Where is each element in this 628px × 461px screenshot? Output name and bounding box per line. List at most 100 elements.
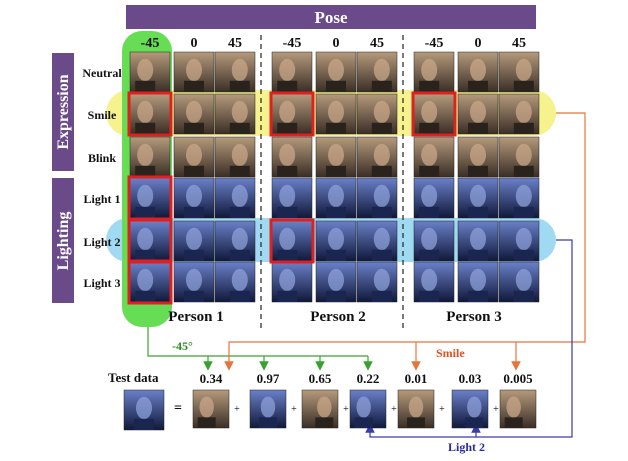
person-labels: Person 1 Person 2 Person 3 — [168, 309, 501, 325]
face-thumb — [271, 261, 313, 303]
pose-label: 0 — [475, 36, 482, 51]
plus-sign: + — [291, 404, 297, 415]
face-thumb — [271, 177, 313, 219]
pose-label: 0 — [333, 36, 340, 51]
face-thumb — [356, 136, 398, 178]
coefficient-label: 0.01 — [405, 371, 428, 386]
selected-box — [269, 218, 315, 264]
smile-annotation: Smile — [436, 346, 465, 360]
test-data-label: Test data — [108, 370, 159, 385]
basis-face — [301, 389, 339, 429]
coefficient-label: 0.005 — [503, 371, 533, 386]
face-thumb — [271, 51, 313, 93]
face-thumb — [457, 220, 499, 262]
expression-sidebar — [52, 53, 74, 171]
face-thumb — [315, 136, 357, 178]
face-thumb — [129, 177, 171, 219]
pose-connector — [147, 327, 368, 357]
face-thumb — [457, 177, 499, 219]
face-thumb — [173, 136, 215, 178]
face-thumb — [129, 93, 171, 135]
row-labels: Neutral Smile Blink Light 1 Light 2 Light 3 — [82, 66, 122, 290]
face-thumb — [271, 136, 313, 178]
pose-label: 0 — [191, 36, 198, 51]
plus-sign: + — [391, 404, 397, 415]
coefficient-label: 0.03 — [459, 371, 482, 386]
face-thumb — [413, 261, 455, 303]
face-thumb — [356, 220, 398, 262]
selected-boxes — [127, 91, 457, 305]
face-thumb — [413, 136, 455, 178]
face-thumb — [315, 93, 357, 135]
expression-label: Expression — [55, 74, 72, 149]
face-thumb — [498, 177, 540, 219]
face-thumb — [214, 93, 256, 135]
basis-face — [397, 389, 435, 429]
pose-labels: -45 0 45 -45 0 45 -45 0 45 — [141, 36, 526, 51]
plus-sign: + — [234, 404, 240, 415]
basis-face — [499, 389, 537, 429]
row-label: Light 1 — [83, 192, 120, 206]
face-thumb — [457, 136, 499, 178]
plus-sign: + — [343, 404, 349, 415]
light2-connector — [471, 239, 573, 438]
equals-sign: = — [174, 401, 182, 416]
person-label: Person 3 — [446, 309, 501, 325]
face-thumb — [271, 93, 313, 135]
pose-label: 45 — [228, 36, 242, 51]
selected-box — [411, 91, 457, 137]
basis-face — [451, 389, 489, 429]
coefficient-label: 0.34 — [200, 371, 223, 386]
coefficient-label: 0.97 — [257, 371, 280, 386]
face-thumb — [457, 93, 499, 135]
pose-label: 45 — [370, 36, 384, 51]
face-thumb — [214, 51, 256, 93]
face-thumb — [315, 51, 357, 93]
face-thumb — [129, 136, 171, 178]
face-thumb — [498, 93, 540, 135]
light2-annotation: Light 2 — [448, 440, 485, 454]
face-thumb — [457, 261, 499, 303]
coefficient-label: 0.65 — [309, 371, 332, 386]
face-thumb — [214, 220, 256, 262]
face-thumb — [413, 220, 455, 262]
face-thumb — [356, 261, 398, 303]
pose-selection-label: -45° — [172, 339, 193, 353]
face-thumb — [457, 51, 499, 93]
face-thumb — [498, 51, 540, 93]
pose-label: -45 — [283, 36, 302, 51]
pose-label: -45 — [141, 36, 160, 51]
face-thumb — [413, 51, 455, 93]
face-thumb — [173, 220, 215, 262]
face-thumb — [315, 177, 357, 219]
face-thumb — [356, 93, 398, 135]
lighting-sidebar — [52, 178, 74, 303]
plus-sign: + — [439, 404, 445, 415]
face-thumb — [315, 261, 357, 303]
face-thumb — [173, 261, 215, 303]
face-thumb — [498, 136, 540, 178]
face-thumb — [271, 220, 313, 262]
test-face-image — [123, 389, 165, 431]
smile-connector — [224, 112, 586, 371]
face-thumb — [214, 261, 256, 303]
face-thumb — [173, 177, 215, 219]
lighting-label: Lighting — [55, 212, 72, 271]
face-thumb — [498, 261, 540, 303]
coefficient-label: 0.22 — [357, 371, 380, 386]
selected-box — [127, 91, 173, 137]
pose-header-title: Pose — [314, 8, 348, 27]
face-grid — [129, 51, 540, 303]
face-thumb — [356, 51, 398, 93]
face-thumb — [498, 220, 540, 262]
face-thumb — [214, 177, 256, 219]
coefficient-row: 0.34 +0.97 +0.65 +0.22 +0.01 +0.03 +0.005 — [192, 371, 537, 429]
row-label: Light 3 — [83, 276, 120, 290]
face-thumb — [129, 220, 171, 262]
face-thumb — [413, 177, 455, 219]
light2-connector-left — [365, 423, 476, 438]
face-thumb — [129, 51, 171, 93]
pose-header-bar — [126, 5, 536, 29]
plus-sign: + — [493, 404, 499, 415]
pose-label: 45 — [512, 36, 526, 51]
